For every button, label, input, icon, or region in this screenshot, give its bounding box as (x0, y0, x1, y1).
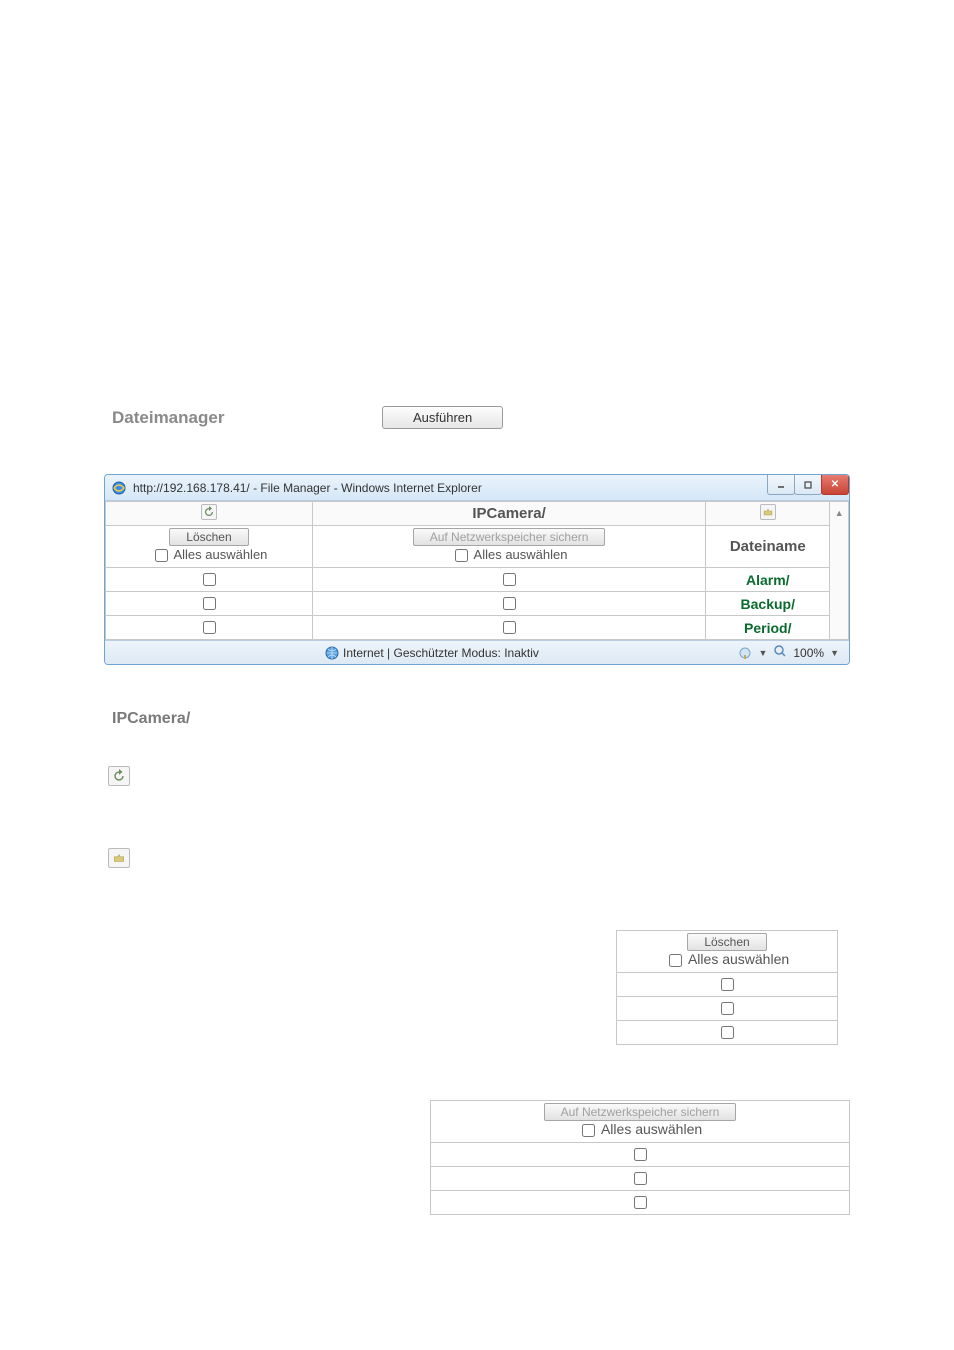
section-title: Dateimanager (112, 408, 224, 428)
row-checkbox[interactable] (721, 1002, 734, 1015)
zone-icon[interactable] (738, 646, 752, 660)
select-all-label: Alles auswählen (601, 1121, 702, 1137)
table-row (431, 1143, 850, 1167)
table-row (617, 973, 838, 997)
backup-column-snippet: Auf Netzwerkspeicher sichern Alles auswä… (430, 1100, 850, 1215)
select-all-delete-label: Alles auswählen (173, 547, 267, 562)
select-all-checkbox[interactable] (669, 954, 682, 967)
select-all-backup-label: Alles auswählen (474, 547, 568, 562)
folder-up-icon[interactable] (760, 504, 776, 520)
row-delete-checkbox[interactable] (203, 597, 216, 610)
minimize-button[interactable] (767, 475, 795, 495)
delete-button[interactable]: Löschen (169, 528, 248, 546)
table-row: Backup/ (106, 592, 849, 616)
row-backup-checkbox[interactable] (503, 573, 516, 586)
delete-column-snippet: Löschen Alles auswählen (616, 930, 838, 1045)
status-bar: Internet | Geschützter Modus: Inaktiv ▼ … (105, 640, 849, 664)
chevron-down-icon[interactable]: ▼ (830, 648, 839, 658)
chevron-down-icon[interactable]: ▼ (758, 648, 767, 658)
delete-button[interactable]: Löschen (687, 933, 766, 951)
status-text: Internet | Geschützter Modus: Inaktiv (343, 646, 539, 660)
ie-icon (111, 480, 127, 496)
row-checkbox[interactable] (634, 1148, 647, 1161)
backup-button[interactable]: Auf Netzwerkspeicher sichern (544, 1103, 737, 1121)
row-checkbox[interactable] (721, 1026, 734, 1039)
zoom-icon[interactable] (773, 644, 787, 661)
table-row (617, 997, 838, 1021)
table-row (617, 1021, 838, 1045)
row-delete-checkbox[interactable] (203, 621, 216, 634)
maximize-button[interactable] (794, 475, 822, 495)
row-checkbox[interactable] (721, 978, 734, 991)
globe-icon (325, 646, 339, 660)
zoom-level: 100% (793, 646, 824, 660)
row-backup-checkbox[interactable] (503, 621, 516, 634)
filename-header: Dateiname (706, 526, 830, 568)
row-checkbox[interactable] (634, 1172, 647, 1185)
ie-window: http://192.168.178.41/ - File Manager - … (104, 474, 850, 665)
row-delete-checkbox[interactable] (203, 573, 216, 586)
table-row (431, 1167, 850, 1191)
table-row: Alarm/ (106, 568, 849, 592)
ipcamera-label: IPCamera/ (112, 710, 190, 728)
folder-up-icon[interactable] (108, 848, 130, 868)
folder-link[interactable]: Alarm/ (746, 572, 790, 588)
path-heading: IPCamera/ (312, 502, 705, 526)
window-titlebar[interactable]: http://192.168.178.41/ - File Manager - … (105, 475, 849, 501)
select-all-backup-checkbox[interactable] (455, 549, 468, 562)
select-all-checkbox[interactable] (582, 1124, 595, 1137)
window-title: http://192.168.178.41/ - File Manager - … (133, 481, 482, 495)
select-all-label: Alles auswählen (688, 951, 789, 967)
refresh-icon[interactable] (201, 504, 217, 520)
execute-button[interactable]: Ausführen (382, 406, 503, 429)
select-all-delete-checkbox[interactable] (155, 549, 168, 562)
backup-button[interactable]: Auf Netzwerkspeicher sichern (413, 528, 606, 546)
scroll-up-icon[interactable]: ▲ (835, 508, 844, 518)
table-row: Period/ (106, 616, 849, 640)
refresh-icon[interactable] (108, 766, 130, 786)
file-manager-table: IPCamera/ ▲ Löschen Alles auswählen Auf … (105, 501, 849, 640)
close-button[interactable]: ✕ (821, 475, 849, 495)
row-checkbox[interactable] (634, 1196, 647, 1209)
row-backup-checkbox[interactable] (503, 597, 516, 610)
folder-link[interactable]: Period/ (744, 620, 791, 636)
table-row (431, 1191, 850, 1215)
folder-link[interactable]: Backup/ (741, 596, 795, 612)
